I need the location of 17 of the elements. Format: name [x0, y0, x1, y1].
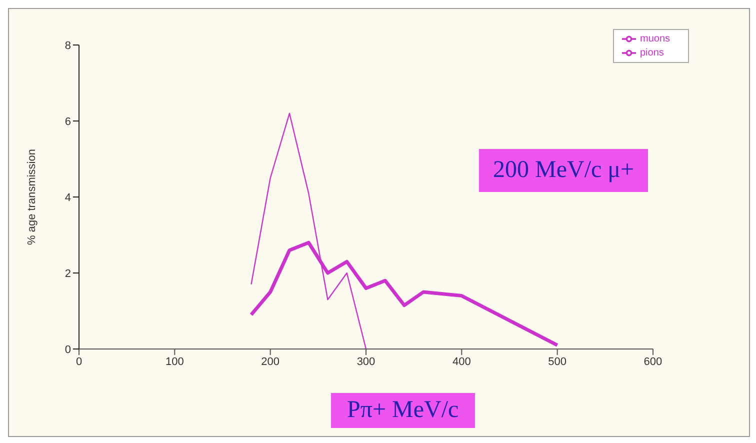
x-tick-label: 200 [261, 356, 280, 368]
x-tick-label: 400 [452, 356, 471, 368]
x-tick-label: 100 [165, 356, 184, 368]
legend-label: muons [640, 34, 670, 45]
x-tick-label: 500 [548, 356, 566, 368]
x-tick-label: 300 [356, 356, 376, 368]
y-tick-label: 6 [64, 116, 71, 128]
x-axis-title: Pπ+ MeV/c [331, 393, 475, 428]
x-tick-label: 0 [76, 356, 82, 368]
annotation: 200 MeV/c μ+ [479, 149, 648, 192]
y-tick-label: 0 [64, 344, 71, 356]
y-tick-label: 4 [64, 192, 71, 204]
y-tick-label: 8 [64, 40, 71, 52]
y-tick-label: 2 [64, 268, 71, 280]
legend-label: pions [640, 48, 664, 59]
y-axis-title: % age transmission [26, 149, 38, 245]
x-tick-label: 600 [644, 356, 662, 368]
